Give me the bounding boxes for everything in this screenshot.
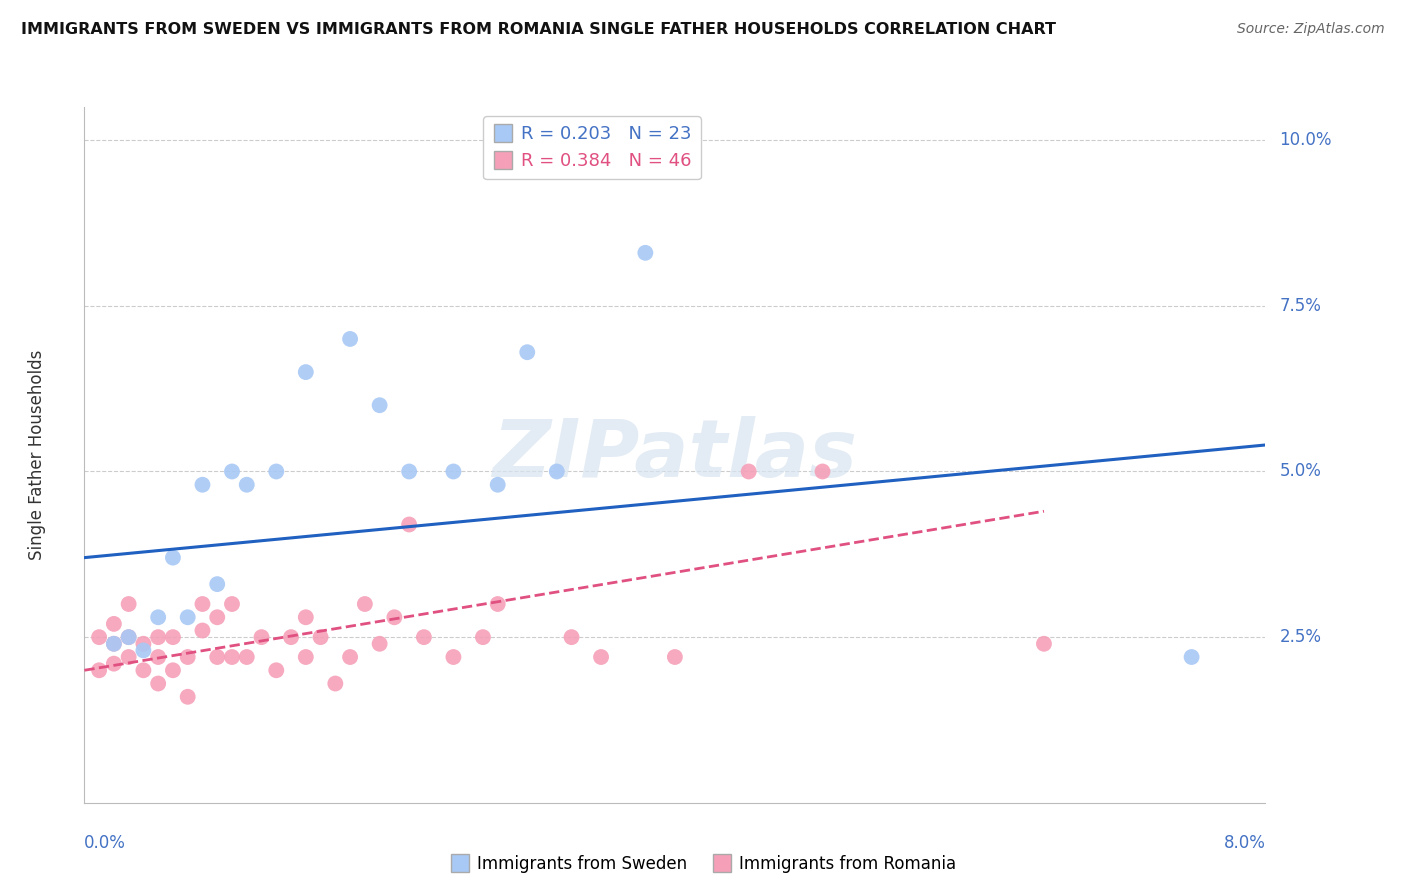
Point xyxy=(205,610,228,624)
Point xyxy=(339,650,361,665)
Point xyxy=(413,630,436,644)
Point xyxy=(221,465,243,479)
Point xyxy=(148,650,170,665)
Point xyxy=(368,637,391,651)
Point xyxy=(472,630,495,644)
Point xyxy=(591,650,613,665)
Point xyxy=(309,630,332,644)
Point xyxy=(486,477,509,491)
Point xyxy=(148,630,170,644)
Point xyxy=(443,650,465,665)
Point xyxy=(132,643,155,657)
Text: IMMIGRANTS FROM SWEDEN VS IMMIGRANTS FROM ROMANIA SINGLE FATHER HOUSEHOLDS CORRE: IMMIGRANTS FROM SWEDEN VS IMMIGRANTS FRO… xyxy=(21,22,1056,37)
Point xyxy=(560,630,583,644)
Point xyxy=(516,345,538,359)
Point xyxy=(87,663,111,677)
Point xyxy=(737,465,759,479)
Point xyxy=(103,616,125,631)
Text: 5.0%: 5.0% xyxy=(1279,462,1322,481)
Point xyxy=(162,630,184,644)
Point xyxy=(250,630,273,644)
Point xyxy=(235,477,259,491)
Point xyxy=(221,597,243,611)
Point xyxy=(132,663,155,677)
Text: Single Father Households: Single Father Households xyxy=(28,350,46,560)
Text: 10.0%: 10.0% xyxy=(1279,131,1331,149)
Point xyxy=(148,676,170,690)
Text: 0.0%: 0.0% xyxy=(84,834,127,852)
Text: 2.5%: 2.5% xyxy=(1279,628,1322,646)
Point xyxy=(443,465,465,479)
Point xyxy=(634,245,657,260)
Point xyxy=(205,577,228,591)
Point xyxy=(486,597,509,611)
Point xyxy=(205,650,228,665)
Point xyxy=(103,657,125,671)
Point xyxy=(177,610,200,624)
Point xyxy=(368,398,391,412)
Point xyxy=(118,630,141,644)
Point xyxy=(1032,637,1054,651)
Point xyxy=(87,630,111,644)
Point xyxy=(398,517,420,532)
Point xyxy=(118,650,141,665)
Point xyxy=(339,332,361,346)
Point xyxy=(118,597,141,611)
Point xyxy=(221,650,243,665)
Point xyxy=(191,597,214,611)
Point xyxy=(162,550,184,565)
Point xyxy=(546,465,568,479)
Point xyxy=(295,650,318,665)
Point xyxy=(1180,650,1202,665)
Point xyxy=(177,650,200,665)
Text: 7.5%: 7.5% xyxy=(1279,297,1322,315)
Point xyxy=(264,465,288,479)
Point xyxy=(191,624,214,638)
Point xyxy=(382,610,406,624)
Point xyxy=(118,630,141,644)
Point xyxy=(323,676,347,690)
Text: Source: ZipAtlas.com: Source: ZipAtlas.com xyxy=(1237,22,1385,37)
Point xyxy=(177,690,200,704)
Point xyxy=(664,650,686,665)
Point xyxy=(132,637,155,651)
Text: 8.0%: 8.0% xyxy=(1223,834,1265,852)
Point xyxy=(191,477,214,491)
Point xyxy=(295,365,318,379)
Point xyxy=(148,610,170,624)
Point xyxy=(103,637,125,651)
Point xyxy=(264,663,288,677)
Point xyxy=(280,630,302,644)
Point xyxy=(103,637,125,651)
Point xyxy=(398,465,420,479)
Legend: Immigrants from Sweden, Immigrants from Romania: Immigrants from Sweden, Immigrants from … xyxy=(443,848,963,880)
Point xyxy=(354,597,377,611)
Legend: R = 0.203   N = 23, R = 0.384   N = 46: R = 0.203 N = 23, R = 0.384 N = 46 xyxy=(484,116,702,179)
Point xyxy=(811,465,834,479)
Point xyxy=(295,610,318,624)
Point xyxy=(235,650,259,665)
Text: ZIPatlas: ZIPatlas xyxy=(492,416,858,494)
Point xyxy=(162,663,184,677)
